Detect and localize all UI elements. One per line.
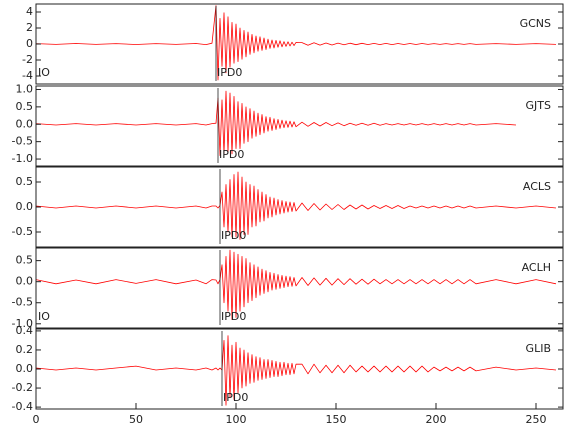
annotation: IO xyxy=(38,66,50,79)
y-tick-label: 0.5 xyxy=(16,100,34,113)
y-tick-label: 0.0 xyxy=(16,275,34,288)
y-tick-label: -1.0 xyxy=(12,317,33,330)
x-tick-label: 50 xyxy=(129,413,143,426)
panel-frame xyxy=(35,85,564,167)
waveform xyxy=(35,90,517,156)
y-tick-label: 0.5 xyxy=(16,254,34,267)
y-tick-label: 0.0 xyxy=(16,362,34,375)
y-tick-label: -0.5 xyxy=(12,296,33,309)
y-tick-label: 0.0 xyxy=(16,200,34,213)
station-label: GLIB xyxy=(526,342,551,355)
y-tick-label: -0.5 xyxy=(12,225,33,238)
station-label: ACLS xyxy=(523,180,551,193)
y-tick-label: -2 xyxy=(22,53,33,66)
y-tick-label: 0.0 xyxy=(16,117,34,130)
station-label: ACLH xyxy=(522,261,551,274)
waveform xyxy=(35,5,557,81)
y-tick-label: -1.0 xyxy=(12,152,33,165)
waveform xyxy=(35,335,557,406)
y-tick-label: 0.5 xyxy=(16,175,34,188)
pick-label: IPD0 xyxy=(219,148,244,161)
x-tick-label: 100 xyxy=(226,413,247,426)
y-tick-label: 0.4 xyxy=(16,324,34,337)
y-tick-label: 0.2 xyxy=(16,343,34,356)
y-tick-label: 4 xyxy=(26,5,33,18)
station-label: GCNS xyxy=(520,17,551,30)
x-tick-label: 250 xyxy=(526,413,547,426)
y-tick-label: -4 xyxy=(22,69,33,82)
pick-label: IPD0 xyxy=(217,66,242,79)
panel-frame xyxy=(35,247,564,329)
y-tick-label: -0.2 xyxy=(12,381,33,394)
annotation: IO xyxy=(38,310,50,323)
y-tick-label: 1.0 xyxy=(16,82,34,95)
y-tick-label: -0.4 xyxy=(12,400,33,413)
x-tick-label: 150 xyxy=(326,413,347,426)
pick-label: IPD0 xyxy=(221,229,246,242)
x-tick-label: 200 xyxy=(426,413,447,426)
station-label: GJTS xyxy=(526,99,551,112)
pick-label: IPD0 xyxy=(223,391,248,404)
waveform xyxy=(35,249,557,320)
y-tick-label: -0.5 xyxy=(12,135,33,148)
pick-label: IPD0 xyxy=(221,310,246,323)
x-tick-label: 0 xyxy=(33,413,40,426)
waveform xyxy=(35,171,557,240)
y-tick-label: 2 xyxy=(26,21,33,34)
y-tick-label: 0 xyxy=(26,37,33,50)
